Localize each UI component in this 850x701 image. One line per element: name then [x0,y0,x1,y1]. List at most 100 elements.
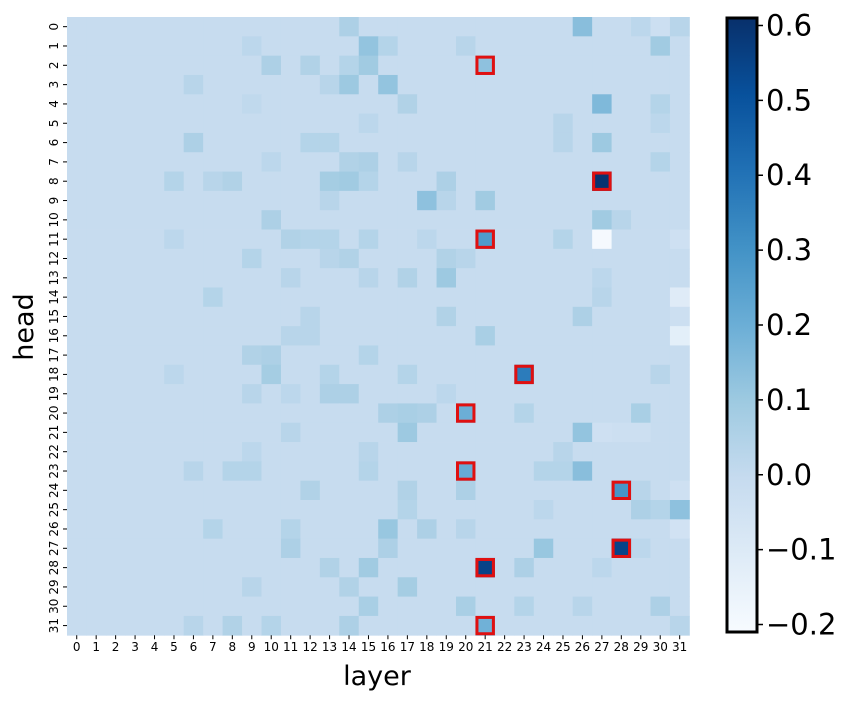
heatmap-cell [397,229,418,250]
heatmap-cell [397,326,418,346]
heatmap-cell [669,519,690,540]
heatmap-cell [183,557,204,578]
heatmap-cell [436,248,457,269]
heatmap-cell [319,36,340,57]
heatmap-cell [475,171,496,192]
heatmap-cell [397,480,418,501]
heatmap-cell [125,229,146,250]
heatmap-cell [280,268,301,288]
heatmap-cell [475,17,496,37]
heatmap-cell [417,596,437,617]
heatmap-cell [125,442,146,462]
heatmap-cell [67,596,87,617]
heatmap-cell [572,210,593,230]
x-tick-label: 16 [380,640,395,654]
heatmap-cell [358,268,379,288]
heatmap-cell [183,190,204,211]
heatmap-cell [67,519,87,540]
heatmap-cell [86,326,107,346]
heatmap-cell [280,287,301,308]
colorbar-tick-label: 0.2 [766,308,812,342]
heatmap-cell [572,442,593,462]
highlight-box [475,615,495,636]
heatmap-cell [592,210,612,230]
heatmap-cell [280,442,301,462]
heatmap-cell [378,268,399,288]
heatmap-cell [222,74,243,95]
heatmap-cell [436,36,457,57]
heatmap-cell [436,113,457,134]
heatmap-cell [436,17,457,37]
heatmap-cell [203,384,223,404]
heatmap-cell [203,577,223,597]
y-tick-label: 5 [47,119,61,127]
heatmap-cell [319,171,340,192]
heatmap-cell [125,538,146,559]
heatmap-cell [456,442,476,462]
heatmap-cell [300,132,321,153]
x-tick-label: 1 [92,640,100,654]
heatmap-cell [553,422,574,443]
heatmap-cell [222,17,243,37]
heatmap-cell [86,287,107,308]
heatmap-cell [631,538,651,559]
heatmap-cell [242,461,262,482]
heatmap-cell [397,190,418,211]
heatmap-cell [222,577,243,597]
heatmap-cell [592,557,612,578]
heatmap-cell [494,384,515,404]
heatmap-cell [572,287,593,308]
heatmap-cell [242,577,262,597]
heatmap-cell [572,577,593,597]
heatmap-cell [669,422,690,443]
heatmap-cell [669,287,690,308]
heatmap-cell [67,442,87,462]
heatmap-cell [358,113,379,134]
heatmap-cell [105,229,126,250]
heatmap-cell [572,596,593,617]
heatmap-cell [183,596,204,617]
heatmap-cell [397,519,418,540]
heatmap-cell [417,480,437,501]
heatmap-cell [280,190,301,211]
heatmap-cell [417,210,437,230]
heatmap-cell [183,538,204,559]
heatmap-cell [533,596,554,617]
heatmap-cell [300,248,321,269]
y-tick-label: 8 [47,177,61,185]
heatmap-cell [339,171,360,192]
heatmap-cell [144,538,165,559]
heatmap-cell [105,248,126,269]
heatmap-cell [105,152,126,172]
heatmap-cell [222,480,243,501]
heatmap-cell [631,248,651,269]
heatmap-cell [280,36,301,57]
heatmap-cell [494,171,515,192]
heatmap-cell [456,577,476,597]
heatmap-cell [475,55,496,76]
heatmap-cell [631,210,651,230]
heatmap-cell [533,364,554,385]
heatmap-cell [358,442,379,462]
heatmap-cell [358,210,379,230]
heatmap-cell [242,500,262,520]
heatmap-cell [397,557,418,578]
heatmap-cell [144,74,165,95]
y-tick-label: 27 [47,541,61,556]
heatmap-cell [397,461,418,482]
heatmap-cell [86,210,107,230]
heatmap-cell [572,538,593,559]
x-tick-label: 20 [458,640,473,654]
heatmap-cell [533,113,554,134]
heatmap-cell [572,190,593,211]
heatmap-cell [572,461,593,482]
y-tick-label: 15 [47,309,61,324]
heatmap-cell [650,171,671,192]
heatmap-cell [339,229,360,250]
heatmap-cell [67,55,87,76]
heatmap-cell [280,17,301,37]
heatmap-cell [222,364,243,385]
heatmap-cell [553,480,574,501]
heatmap-cell [631,287,651,308]
heatmap-cell [261,74,282,95]
